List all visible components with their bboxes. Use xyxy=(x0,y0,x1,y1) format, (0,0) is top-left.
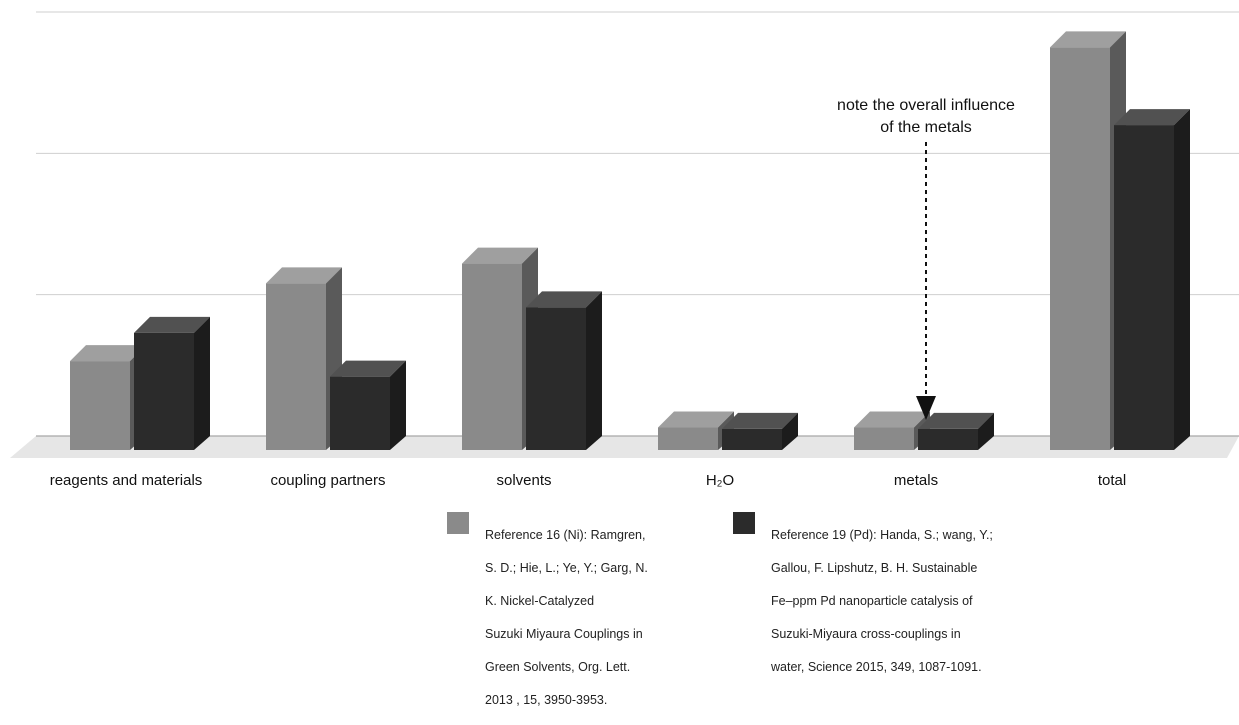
legend-text-ni: Reference 16 (Ni): Ramgren, S. D.; Hie, … xyxy=(485,510,700,725)
legend-ni-line: S. D.; Hie, L.; Ye, Y.; Garg, N. xyxy=(485,560,648,575)
annotation-line: note the overall influence xyxy=(837,97,1015,114)
legend-pd-line: Suzuki-Miyaura cross-couplings in xyxy=(771,626,961,641)
category-label: metals xyxy=(894,472,938,489)
bar-chart: reagents and materials coupling partners s… xyxy=(10,11,1239,489)
category-label: coupling partners xyxy=(270,472,385,489)
legend-pd-line: Gallou, F. Lipshutz, B. H. Sustainable xyxy=(771,560,978,575)
legend-swatch-pd xyxy=(733,512,755,534)
category-label: solvents xyxy=(496,472,551,489)
category-labels: reagents and materials coupling partners s… xyxy=(50,472,1126,489)
legend-pd-line: Fe–ppm Pd nanoparticle catalysis of xyxy=(771,593,973,608)
legend-pd-line: Reference 19 (Pd): Handa, S.; wang, Y.; xyxy=(771,527,993,542)
bar-pd-3 xyxy=(722,412,798,450)
legend-ni-line: K. Nickel-Catalyzed xyxy=(485,593,595,608)
bar-pd-1 xyxy=(330,360,406,450)
category-label: reagents and materials xyxy=(50,472,203,489)
category-label: total xyxy=(1098,472,1126,489)
annotation: note the overall influence of the metals xyxy=(837,97,1015,420)
legend-ni-line: Suzuki Miyaura Couplings in xyxy=(485,626,643,641)
legend-ni-line: 2013 , 15, 3950-3953. xyxy=(485,692,608,707)
bar-pd-2 xyxy=(526,291,602,450)
legend-pd-line: water, Science 2015, 349, 1087-1091. xyxy=(771,659,982,674)
legend-text-pd: Reference 19 (Pd): Handa, S.; wang, Y.; … xyxy=(771,510,1011,692)
bar-pd-5 xyxy=(1114,109,1190,451)
category-label: H₂O xyxy=(706,472,734,489)
legend-swatch-ni xyxy=(447,512,469,534)
bars xyxy=(70,31,1190,451)
legend-ni-line: Reference 16 (Ni): Ramgren, xyxy=(485,527,646,542)
legend-ni-line: Green Solvents, Org. Lett. xyxy=(485,659,631,674)
bar-pd-4 xyxy=(918,412,994,450)
gridlines xyxy=(36,11,1239,296)
bar-pd-0 xyxy=(134,316,210,450)
annotation-arrow-head xyxy=(916,396,936,420)
annotation-line: of the metals xyxy=(880,119,972,136)
